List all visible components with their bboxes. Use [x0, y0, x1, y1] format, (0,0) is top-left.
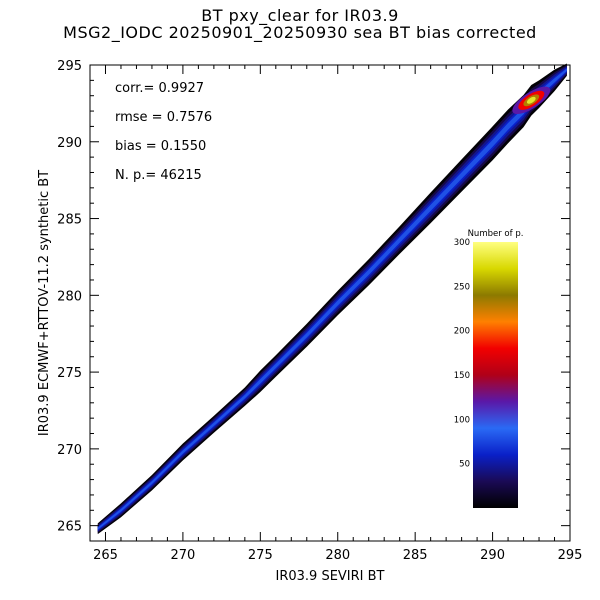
x-tick-label: 295	[558, 548, 583, 563]
colorbar-tick-label: 50	[459, 460, 470, 470]
x-axis-label: IR03.9 SEVIRI BT	[276, 569, 385, 584]
x-tick-label: 280	[325, 548, 350, 563]
chart-title: BT pxy_clear for IR03.9	[201, 6, 399, 25]
stat-line: N. p.= 46215	[115, 168, 202, 183]
stat-line: corr.= 0.9927	[115, 81, 204, 96]
x-tick-label: 270	[170, 548, 195, 563]
y-tick-label: 270	[57, 443, 82, 458]
colorbar-title: Number of p.	[468, 229, 524, 239]
y-tick-label: 295	[57, 59, 82, 74]
x-tick-label: 265	[93, 548, 118, 563]
x-axis: 265 270 275 280 285 290 295	[89, 65, 583, 563]
y-tick-label: 290	[57, 136, 82, 151]
colorbar-tick-label: 250	[454, 282, 470, 292]
stats-box: corr.= 0.9927 rmse = 0.7576 bias = 0.1550 N…	[115, 81, 212, 183]
colorbar-gradient	[473, 242, 518, 508]
plot-frame	[89, 64, 571, 542]
x-tick-label: 275	[248, 548, 273, 563]
y-tick-label: 285	[57, 213, 82, 228]
density-band-4	[97, 68, 567, 530]
stat-line: rmse = 0.7576	[115, 110, 212, 125]
y-axis: 265 270 275 280 285 290 295	[57, 59, 570, 542]
colorbar-tick-label: 150	[454, 371, 470, 381]
x-tick-label: 290	[480, 548, 505, 563]
stat-line: bias = 0.1550	[115, 139, 206, 154]
y-tick-label: 280	[57, 289, 82, 304]
y-axis-label: IR03.9 ECMWF+RTTOV-11.2 synthetic BT	[37, 170, 52, 436]
colorbar-tick-label: 300	[454, 238, 470, 248]
colorbar: Number of p. 50 100 150 200 250 300	[454, 229, 524, 508]
density-core-3	[526, 96, 536, 104]
y-tick-label: 275	[57, 366, 82, 381]
colorbar-tick-label: 200	[454, 327, 470, 337]
x-tick-label: 285	[403, 548, 428, 563]
y-tick-label: 265	[57, 520, 82, 535]
density-layer	[97, 63, 567, 535]
colorbar-tick-label: 100	[454, 415, 470, 425]
chart-subtitle: MSG2_IODC 20250901_20250930 sea BT bias …	[63, 23, 537, 42]
density-band-3	[97, 67, 567, 531]
